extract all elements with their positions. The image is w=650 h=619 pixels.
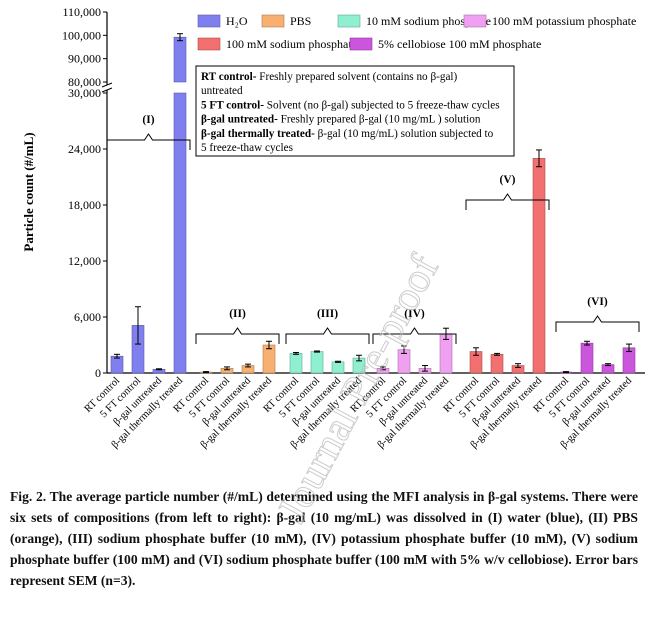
legend-label: 5% cellobiose 100 mM phosphate xyxy=(378,37,541,51)
group-brackets: (I) (II) (III) (IV) (V) (VI) xyxy=(106,114,640,344)
group-label: (II) xyxy=(229,308,246,320)
bar xyxy=(289,353,303,374)
figure-caption: Fig. 2. The average particle number (#/m… xyxy=(10,489,638,588)
chart-bars xyxy=(110,33,636,374)
axis-break-mark xyxy=(101,87,113,93)
definition-line: β-gal untreated- Freshly prepared β-gal … xyxy=(201,114,481,126)
y-tick-label: 24,000 xyxy=(68,142,101,156)
y-tick-label: 110,000 xyxy=(62,5,101,19)
bar xyxy=(173,92,187,374)
y-tick-label: 100,000 xyxy=(62,28,101,42)
group-label: (III) xyxy=(317,308,338,320)
axis-break-mark xyxy=(101,82,113,88)
y-tick-label: 0 xyxy=(95,366,101,380)
definition-term: RT control- xyxy=(201,71,257,83)
legend-swatch xyxy=(197,37,221,51)
group-label: (VI) xyxy=(587,296,608,308)
definition-line: 5 freeze-thaw cycles xyxy=(201,142,293,154)
bar-upper-segment xyxy=(173,36,187,83)
definition-term: β-gal untreated- xyxy=(201,114,278,126)
group-bracket xyxy=(106,133,191,150)
bar xyxy=(110,355,124,374)
definition-line: β-gal thermally treated- β-gal (10 mg/mL… xyxy=(201,128,494,140)
definition-text: Solvent (no β-gal) subjected to 5 freeze… xyxy=(264,99,500,111)
definition-box: RT control- Freshly prepared solvent (co… xyxy=(195,65,515,157)
group-bracket xyxy=(555,315,640,332)
legend-label: H₂O xyxy=(226,14,248,28)
y-tick-label: 80,000 xyxy=(68,75,101,89)
definition-text: Freshly prepared solvent (contains no β-… xyxy=(256,71,457,83)
y-tick-label: 18,000 xyxy=(68,198,101,212)
y-tick-label: 90,000 xyxy=(68,52,101,66)
bar xyxy=(532,158,546,374)
group-bracket xyxy=(372,327,457,344)
y-tick-label: 6,000 xyxy=(74,310,101,324)
y-tick-label: 30,000 xyxy=(68,86,101,100)
group-bracket xyxy=(285,327,370,344)
definition-line: RT control- Freshly prepared solvent (co… xyxy=(201,71,458,83)
legend-swatch xyxy=(463,14,487,28)
group-label: (I) xyxy=(142,114,154,126)
definition-text: Freshly prepared β-gal (10 mg/mL ) solut… xyxy=(278,114,481,126)
definition-box-border xyxy=(195,65,515,157)
legend-label: PBS xyxy=(290,14,311,28)
legend-label: 10 mM sodium phosphate xyxy=(366,14,491,28)
definition-line: 5 FT control- Solvent (no β-gal) subject… xyxy=(201,99,500,111)
legend-swatch xyxy=(197,14,221,28)
definition-line: untreated xyxy=(201,85,243,97)
legend-swatch xyxy=(349,37,373,51)
legend-label: 100 mM potassium phosphate xyxy=(492,14,636,28)
bar xyxy=(490,354,504,374)
y-axis-label: Particle count (#/mL) xyxy=(21,132,36,251)
group-label: (IV) xyxy=(404,308,425,320)
legend-swatch xyxy=(337,14,361,28)
bar xyxy=(310,351,324,374)
bar xyxy=(580,342,594,374)
group-label: (V) xyxy=(500,174,516,186)
definition-term: 5 FT control- xyxy=(201,99,264,111)
definition-text: β-gal (10 mg/mL) solution subjected to xyxy=(315,128,494,140)
legend-swatch xyxy=(261,14,285,28)
group-bracket xyxy=(465,193,550,210)
definition-term: β-gal thermally treated- xyxy=(201,128,315,140)
bar xyxy=(331,361,345,374)
group-bracket xyxy=(195,327,280,344)
chart-legend: H₂O PBS 10 mM sodium phosphate 100 mM potas… xyxy=(197,14,636,51)
y-tick-label: 12,000 xyxy=(68,254,101,268)
legend-label: 100 mM sodium phosphate xyxy=(226,37,357,51)
